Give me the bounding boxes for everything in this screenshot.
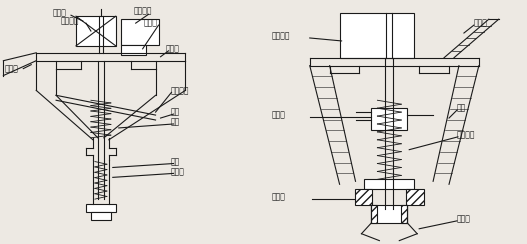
- Text: 搅拌器: 搅拌器: [272, 111, 286, 120]
- Bar: [372, 205, 407, 223]
- Text: 料桶盖: 料桶盖: [165, 44, 179, 53]
- Bar: [76, 16, 116, 46]
- Bar: [339, 13, 414, 58]
- Bar: [86, 204, 116, 212]
- Bar: [355, 189, 373, 205]
- Bar: [372, 205, 377, 223]
- Text: 单相电机: 单相电机: [134, 7, 152, 16]
- Text: 喂料口: 喂料口: [4, 64, 18, 73]
- Text: 搅拌叶片: 搅拌叶片: [171, 86, 189, 95]
- Bar: [406, 189, 424, 205]
- Bar: [372, 108, 407, 130]
- Text: 料桶: 料桶: [171, 108, 180, 117]
- Text: 料斗: 料斗: [457, 104, 466, 113]
- Text: 计量螺杆: 计量螺杆: [457, 130, 475, 139]
- Bar: [401, 205, 407, 223]
- Text: 下料罐: 下料罐: [171, 167, 184, 176]
- Bar: [91, 212, 111, 220]
- Text: 送料口: 送料口: [474, 19, 488, 28]
- Text: 接料斗: 接料斗: [457, 214, 471, 224]
- Bar: [121, 45, 145, 55]
- Bar: [365, 179, 414, 189]
- Text: 计量管: 计量管: [272, 193, 286, 202]
- Text: 补管: 补管: [171, 157, 180, 166]
- Text: 螺杆: 螺杆: [171, 118, 180, 126]
- Bar: [121, 19, 159, 45]
- Text: 直齿轮: 直齿轮: [53, 9, 67, 18]
- Text: 驱动装置: 驱动装置: [272, 31, 290, 41]
- Text: 直齿轮: 直齿轮: [144, 19, 158, 28]
- Text: 步进电机: 步进电机: [61, 17, 80, 26]
